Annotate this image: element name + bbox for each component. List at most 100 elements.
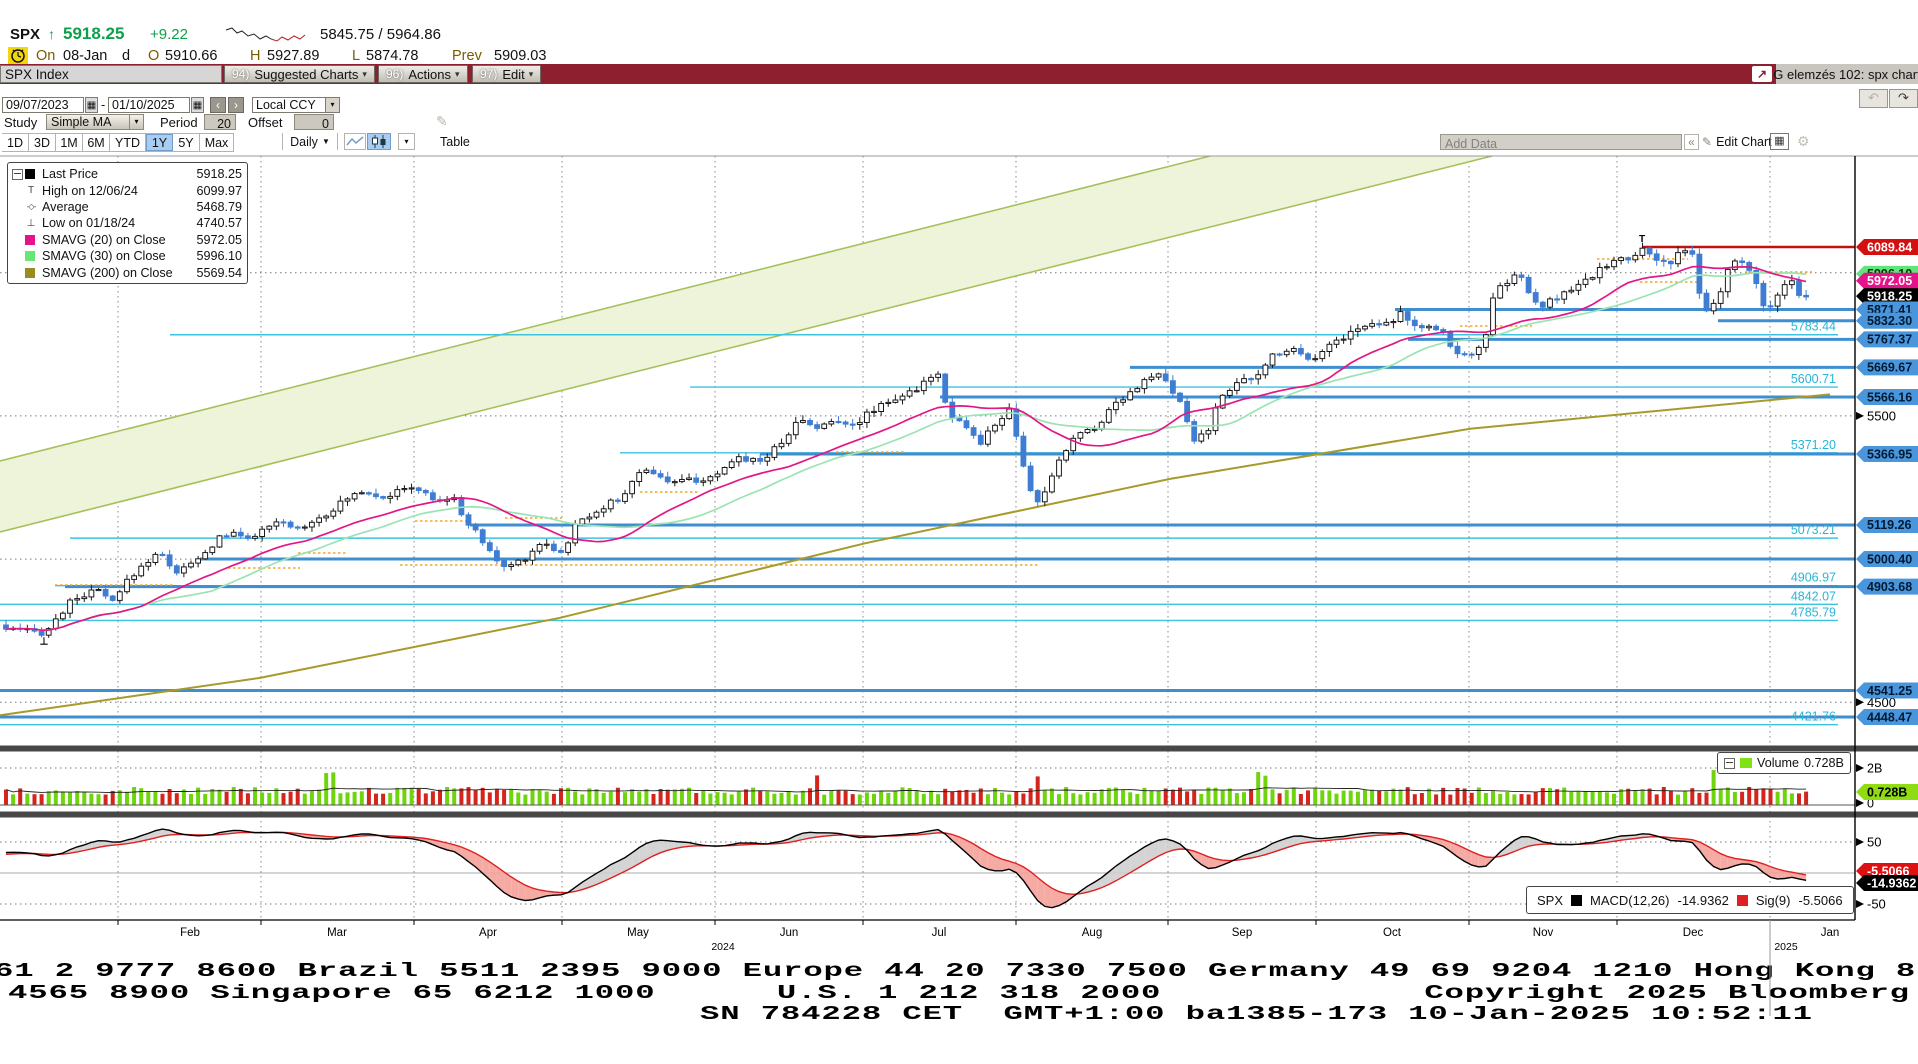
range-tab-1y[interactable]: 1Y	[146, 134, 173, 151]
price-badge-label: 5566.16	[1867, 390, 1912, 404]
price-badge-label: 0.728B	[1867, 785, 1907, 799]
collapse-panel-icon[interactable]: «	[1684, 134, 1699, 150]
table-button[interactable]: Table	[440, 135, 470, 149]
price-badge[interactable]	[1856, 446, 1918, 463]
range-tab-1d[interactable]: 1D	[2, 134, 29, 151]
range-tab-ytd[interactable]: YTD	[110, 134, 146, 151]
edit-chart-button[interactable]: ✎ Edit Chart	[1702, 135, 1772, 149]
frequency-select[interactable]: Daily ▼	[282, 133, 338, 150]
chart-legend[interactable]: Last Price 5918.25 T High on 12/06/24 6099.9…	[7, 162, 248, 284]
date-next-button[interactable]: ›	[228, 97, 244, 113]
alarm-clock-icon[interactable]	[8, 47, 28, 64]
legend-row[interactable]: Last Price 5918.25	[12, 166, 242, 182]
price-badge[interactable]	[1856, 682, 1918, 699]
offset-input[interactable]: 0	[294, 114, 334, 131]
date-range-separator: -	[101, 98, 106, 112]
draw-tool-pencil-icon[interactable]: ✎	[436, 113, 448, 129]
range-tab-max[interactable]: Max	[200, 134, 234, 151]
suggested-charts-button[interactable]: 94) Suggested Charts ▾	[224, 65, 375, 83]
expander-icon[interactable]	[1724, 757, 1735, 769]
price-badge[interactable]	[1856, 388, 1918, 405]
study-select[interactable]: Simple MA ▾	[46, 114, 144, 130]
legend-marker-icon: -◇-	[26, 202, 36, 212]
price-badge-label: -5.5066	[1867, 864, 1909, 878]
price-badge[interactable]	[1856, 578, 1918, 595]
price-badge[interactable]	[1856, 863, 1918, 879]
footer-contact-line1: 61 2 9777 8600 Brazil 5511 2395 9000 Eur…	[0, 960, 1918, 982]
month-label: May	[627, 927, 649, 939]
legend-marker-icon	[25, 169, 35, 180]
price-badge-label: 5767.37	[1867, 333, 1912, 347]
price-badge[interactable]	[1856, 265, 1918, 282]
level-label: 4906.97	[1791, 571, 1836, 585]
volume-ma-line	[5, 787, 1807, 793]
legend-label: SMAVG (20) on Close	[42, 232, 166, 247]
price-badge-label: 5669.67	[1867, 361, 1912, 375]
actions-button[interactable]: 96) Actions ▾	[378, 65, 468, 83]
axis-tick-label: 0	[1867, 797, 1874, 811]
price-badge[interactable]	[1856, 288, 1918, 305]
open-window-icon[interactable]: ↗	[1752, 66, 1772, 82]
price-badge-label: 5366.95	[1867, 447, 1912, 461]
panel-separator[interactable]	[0, 811, 1918, 818]
price-badge[interactable]	[1856, 709, 1918, 726]
redo-button[interactable]: ↷	[1889, 89, 1918, 108]
price-badge-label: 4448.47	[1867, 710, 1912, 724]
chart-type-dropdown[interactable]: ▾	[398, 133, 415, 150]
price-badge[interactable]	[1856, 359, 1918, 376]
macd-legend[interactable]: SPX MACD(12,26) -14.9362 Sig(9) -5.5066	[1526, 886, 1854, 914]
range-tab-1m[interactable]: 1M	[56, 134, 83, 151]
smavg20-line	[5, 265, 1807, 632]
price-badge[interactable]	[1856, 875, 1918, 891]
legend-row[interactable]: SMAVG (200) on Close 5569.54	[12, 264, 242, 280]
price-badge[interactable]	[1856, 784, 1918, 800]
date-prev-button[interactable]: ‹	[210, 97, 226, 113]
undo-button[interactable]: ↶	[1859, 89, 1888, 108]
low-marker: ⊥	[40, 636, 49, 647]
price-change: +9.22	[150, 26, 188, 43]
line-chart-type-button[interactable]	[344, 133, 366, 150]
add-data-input[interactable]: Add Data	[1440, 134, 1682, 151]
date-from-field[interactable]: 09/07/2023	[2, 97, 84, 113]
edit-button[interactable]: 97) Edit ▾	[472, 65, 542, 83]
price-badge[interactable]	[1856, 516, 1918, 533]
range-tab-6m[interactable]: 6M	[83, 134, 110, 151]
ticker-symbol: SPX	[10, 26, 41, 43]
footer-terminal-info: SN 784228 CET GMT+1:00 ba1385-173 10-Jan…	[700, 1003, 1813, 1025]
pencil-icon: ✎	[1702, 135, 1713, 149]
period-input[interactable]: 20	[204, 114, 236, 131]
range-tab-3d[interactable]: 3D	[29, 134, 56, 151]
macd-swatch	[1571, 894, 1583, 906]
currency-select[interactable]: Local CCY ▾	[252, 97, 340, 113]
range-tab-5y[interactable]: 5Y	[173, 134, 200, 151]
chart-settings-grid-icon[interactable]: ▦	[1770, 133, 1789, 150]
price-badge[interactable]	[1856, 331, 1918, 348]
expander-icon[interactable]	[12, 168, 23, 180]
month-label: Feb	[180, 927, 200, 939]
candle-chart-type-button[interactable]	[367, 133, 391, 150]
panel-separator[interactable]	[0, 745, 1918, 752]
calendar-icon[interactable]: ▦	[85, 97, 98, 113]
calendar-icon[interactable]: ▦	[191, 97, 204, 113]
security-input[interactable]: SPX Index	[0, 65, 222, 83]
legend-marker-icon: T	[27, 185, 35, 197]
legend-row[interactable]: ⊥ Low on 01/18/24 4740.57	[12, 215, 242, 231]
price-badge[interactable]	[1856, 301, 1918, 318]
date-to-field[interactable]: 01/10/2025	[108, 97, 190, 113]
price-badge[interactable]	[1856, 312, 1918, 329]
price-badge[interactable]	[1856, 272, 1918, 289]
price-badge[interactable]	[1856, 239, 1918, 255]
legend-row[interactable]: SMAVG (20) on Close 5972.05	[12, 232, 242, 248]
gear-icon[interactable]: ⚙	[1797, 133, 1810, 149]
legend-value: 5972.05	[196, 232, 242, 247]
volume-legend[interactable]: Volume 0.728B	[1717, 752, 1851, 774]
legend-row[interactable]: SMAVG (30) on Close 5996.10	[12, 248, 242, 264]
legend-row[interactable]: -◇- Average 5468.79	[12, 199, 242, 215]
high-marker: T	[1639, 234, 1645, 245]
month-label: Mar	[327, 927, 347, 939]
legend-row[interactable]: T High on 12/06/24 6099.97	[12, 182, 242, 198]
legend-label: Last Price	[42, 167, 98, 182]
smavg30-line	[5, 271, 1807, 632]
price-badge[interactable]	[1856, 550, 1918, 567]
chevron-down-icon: ▾	[528, 68, 534, 79]
